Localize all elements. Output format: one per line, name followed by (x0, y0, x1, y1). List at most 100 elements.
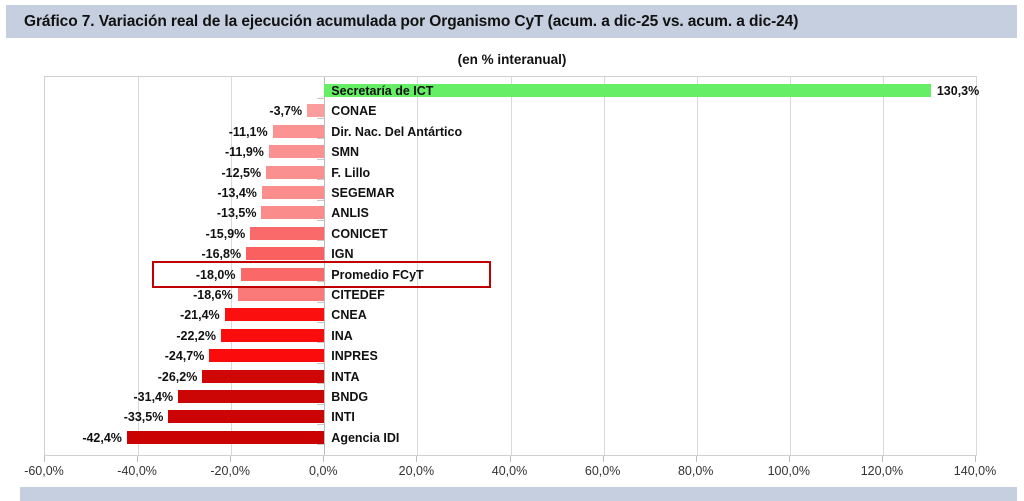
chart-bar-row: -11,9% SMN (45, 142, 976, 162)
x-axis-label: 40,0% (491, 464, 528, 478)
x-axis-label: 60,0% (584, 464, 621, 478)
gridline (789, 77, 791, 455)
bar-category-label: Dir. Nac. Del Antártico (331, 124, 463, 139)
gridline (603, 77, 605, 455)
x-axis-tick (509, 456, 511, 462)
bar-category-label: CONAE (331, 104, 377, 119)
chart-bar-row: -24,7% INPRES (45, 346, 976, 366)
x-axis-label: 20,0% (398, 464, 435, 478)
axis-tick-mark (317, 342, 325, 344)
x-axis-label: -60,0% (24, 464, 64, 478)
x-axis-label: 0,0% (309, 464, 338, 478)
chart-bar-row: -11,1% Dir. Nac. Del Antártico (45, 122, 976, 142)
x-axis-label: -40,0% (117, 464, 157, 478)
gridline (417, 77, 419, 455)
chart-bar-row: -13,4% SEGEMAR (45, 183, 976, 203)
x-axis-label: 120,0% (860, 464, 904, 478)
bar-value-label: -33,5% (123, 410, 164, 425)
bar-f-lillo (266, 165, 325, 179)
bar-category-label: Secretaría de ICT (331, 84, 434, 98)
x-axis-label: 80,0% (677, 464, 714, 478)
page-title: Gráfico 7. Variación real de la ejecució… (24, 12, 799, 30)
axis-tick-mark (317, 219, 325, 221)
axis-tick-mark (317, 179, 325, 181)
x-axis-tick (788, 456, 790, 462)
bar-bndg (178, 390, 325, 403)
bar-category-label: CITEDEF (331, 288, 385, 302)
gridline (696, 77, 698, 455)
bar-dir-nac-del-ant-rtico (272, 124, 325, 138)
bar-conicet (250, 226, 325, 240)
axis-tick-mark (317, 260, 325, 262)
x-axis-tick (44, 456, 45, 462)
bar-value-label: -15,9% (205, 226, 246, 241)
chart-bar-row: -3,7% CONAE (45, 101, 976, 121)
x-axis-tick (416, 456, 418, 462)
chart-subtitle: (en % interanual) (457, 52, 567, 67)
bar-value-label: -21,4% (180, 308, 220, 323)
bar-value-label: -3,7% (269, 104, 303, 119)
chart-bar-row: -21,4% CNEA (45, 305, 976, 325)
gridline (976, 77, 977, 455)
bar-conae (307, 104, 325, 118)
bar-category-label: SMN (331, 145, 360, 160)
bar-value-label: -18,0% (195, 267, 236, 282)
x-axis-tick (881, 456, 883, 462)
x-axis-label: 100,0% (767, 464, 810, 478)
bar-value-label: -11,1% (228, 124, 268, 139)
bar-value-label: -11,9% (224, 145, 264, 160)
chart-bar-row: -22,2% INA (45, 326, 976, 346)
x-axis-tick (230, 456, 232, 462)
bar-category-label: INTI (331, 410, 355, 425)
bar-anlis (261, 206, 325, 220)
chart-bar-row: -42,4% Agencia IDI (45, 428, 976, 448)
bar-inti (168, 410, 325, 424)
x-axis-label: -20,0% (210, 464, 250, 478)
bar-value-label: -18,6% (193, 288, 233, 302)
axis-tick-mark (317, 423, 325, 425)
bar-category-label: ANLIS (331, 206, 369, 221)
bar-inpres (209, 349, 325, 363)
bar-citedef (237, 288, 325, 301)
chart-bar-row: -31,4% BNDG (45, 387, 976, 407)
axis-tick-mark (317, 383, 325, 385)
header-band: Gráfico 7. Variación real de la ejecució… (6, 5, 1017, 38)
bar-promedio-fcyt (240, 267, 325, 281)
bar-secretar-a-de-ict (324, 84, 931, 97)
zero-axis-line (324, 77, 326, 455)
gridline (882, 77, 884, 455)
chart-bar-row: -18,6% CITEDEF (45, 285, 976, 305)
bar-value-label: -26,2% (157, 369, 198, 384)
chart-plot-area: 130,3% Secretaría de ICT -3,7% CONAE -11,1% D… (44, 76, 979, 456)
axis-tick-mark (317, 97, 325, 99)
bar-category-label: SEGEMAR (331, 186, 395, 200)
bar-inta (202, 369, 325, 383)
bar-value-label: -42,4% (82, 430, 122, 445)
bar-value-label: -31,4% (133, 390, 174, 404)
bar-value-label: -22,2% (176, 328, 216, 343)
axis-tick-mark (317, 199, 325, 201)
bar-value-label: -13,4% (217, 186, 257, 200)
axis-tick-mark (317, 117, 325, 119)
axis-tick-mark (317, 444, 325, 446)
bar-smn (268, 145, 325, 159)
bar-category-label: INTA (331, 369, 360, 384)
chart-bar-row: -26,2% INTA (45, 367, 976, 387)
bar-segemar (261, 186, 325, 199)
chart-bar-row: -33,5% INTI (45, 407, 976, 427)
chart-bar-row: -15,9% CONICET (45, 224, 976, 244)
bar-ina (220, 328, 325, 342)
axis-tick-mark (317, 321, 325, 323)
axis-tick-mark (317, 158, 325, 160)
chart-bar-row: -12,5% F. Lillo (45, 163, 976, 183)
bar-value-label: -16,8% (201, 247, 242, 262)
footer-band (20, 487, 1017, 501)
gridline (510, 77, 512, 455)
x-axis-tick (975, 456, 976, 462)
axis-tick-mark (317, 362, 325, 364)
bar-ign (246, 247, 325, 261)
x-axis-tick (137, 456, 139, 462)
bar-category-label: INPRES (331, 349, 378, 364)
axis-tick-mark (317, 403, 325, 405)
axis-tick-mark (317, 281, 325, 283)
